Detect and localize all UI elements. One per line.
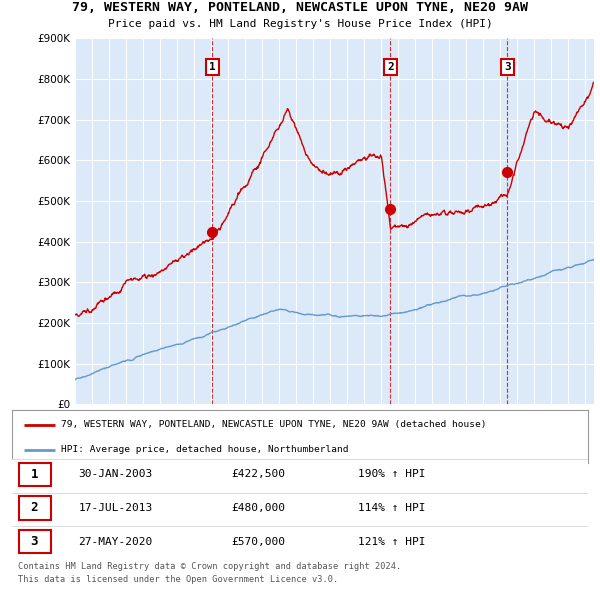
Text: 79, WESTERN WAY, PONTELAND, NEWCASTLE UPON TYNE, NE20 9AW: 79, WESTERN WAY, PONTELAND, NEWCASTLE UP… (72, 1, 528, 14)
Text: 79, WESTERN WAY, PONTELAND, NEWCASTLE UPON TYNE, NE20 9AW (detached house): 79, WESTERN WAY, PONTELAND, NEWCASTLE UP… (61, 421, 487, 430)
Text: This data is licensed under the Open Government Licence v3.0.: This data is licensed under the Open Gov… (18, 575, 338, 584)
Text: Contains HM Land Registry data © Crown copyright and database right 2024.: Contains HM Land Registry data © Crown c… (18, 562, 401, 571)
Text: £422,500: £422,500 (231, 470, 285, 479)
Text: Price paid vs. HM Land Registry's House Price Index (HPI): Price paid vs. HM Land Registry's House … (107, 19, 493, 29)
Text: 190% ↑ HPI: 190% ↑ HPI (358, 470, 425, 479)
Text: HPI: Average price, detached house, Northumberland: HPI: Average price, detached house, Nort… (61, 445, 349, 454)
Text: 27-MAY-2020: 27-MAY-2020 (78, 537, 152, 546)
FancyBboxPatch shape (19, 463, 50, 486)
Text: 3: 3 (31, 535, 38, 548)
Text: 121% ↑ HPI: 121% ↑ HPI (358, 537, 425, 546)
Text: 17-JUL-2013: 17-JUL-2013 (78, 503, 152, 513)
Text: 1: 1 (31, 468, 38, 481)
Text: 2: 2 (387, 62, 394, 72)
Text: 2: 2 (31, 502, 38, 514)
Text: £480,000: £480,000 (231, 503, 285, 513)
FancyBboxPatch shape (19, 530, 50, 553)
Text: 30-JAN-2003: 30-JAN-2003 (78, 470, 152, 479)
Text: 1: 1 (209, 62, 216, 72)
Text: 114% ↑ HPI: 114% ↑ HPI (358, 503, 425, 513)
Text: 3: 3 (504, 62, 511, 72)
FancyBboxPatch shape (19, 496, 50, 520)
Text: £570,000: £570,000 (231, 537, 285, 546)
